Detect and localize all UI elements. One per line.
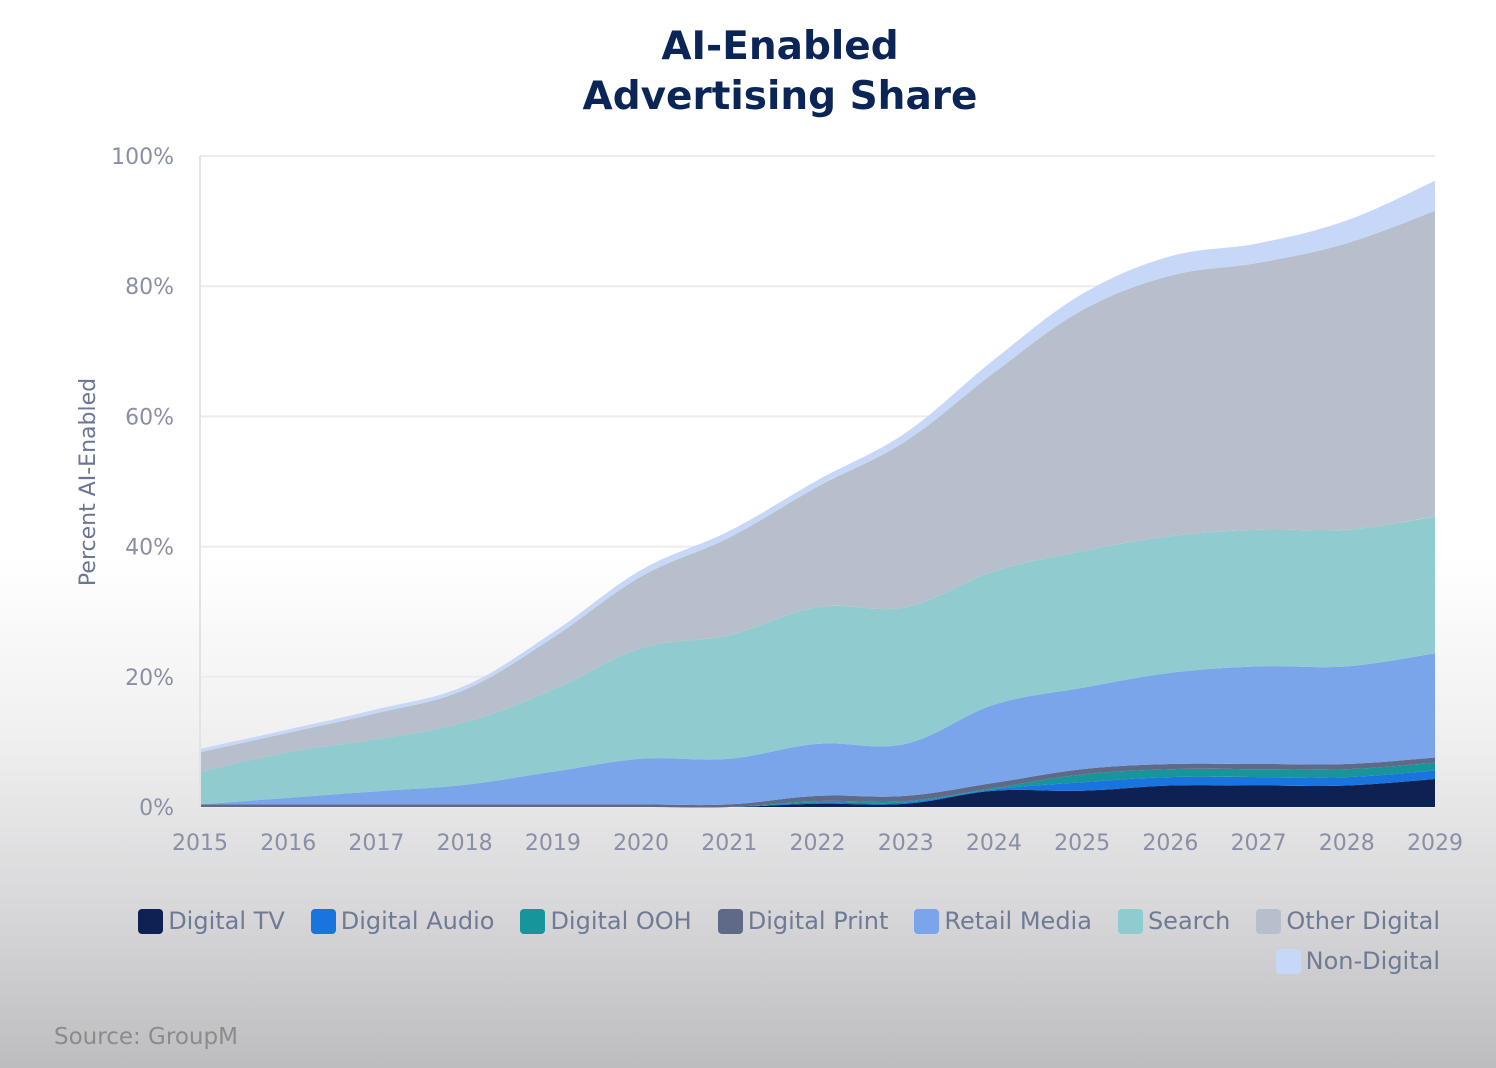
- legend-label: Non-Digital: [1305, 947, 1440, 975]
- y-axis-label: Percent AI-Enabled: [76, 378, 101, 586]
- x-tick-label: 2022: [790, 831, 846, 856]
- legend-label: Retail Media: [944, 907, 1092, 935]
- x-tick-label: 2019: [525, 831, 581, 856]
- x-tick-label: 2026: [1142, 831, 1198, 856]
- x-tick-label: 2028: [1319, 831, 1375, 856]
- y-tick-label: 100%: [111, 145, 174, 170]
- area-digital-audio: [200, 770, 1435, 808]
- legend-label: Other Digital: [1286, 907, 1440, 935]
- legend-label: Digital OOH: [550, 907, 692, 935]
- legend-swatch: [1256, 908, 1282, 934]
- x-tick-label: 2018: [437, 831, 493, 856]
- x-tick-label: 2017: [348, 831, 404, 856]
- stacked-areas: [200, 180, 1435, 808]
- x-tick-label: 2024: [966, 831, 1022, 856]
- legend-label: Search: [1147, 907, 1231, 935]
- x-tick-label: 2025: [1054, 831, 1110, 856]
- legend-swatch: [914, 908, 940, 934]
- legend: Digital TV Digital Audio Digital OOH Digita…: [60, 906, 1440, 976]
- source-note: Source: GroupM: [54, 1024, 238, 1050]
- legend-swatch: [1117, 908, 1143, 934]
- legend-swatch: [1275, 948, 1301, 974]
- chart-title: AI-Enabled Advertising Share: [480, 22, 1080, 122]
- chart-title-line-1: AI-Enabled: [661, 24, 899, 69]
- legend-swatch: [138, 908, 164, 934]
- area-digital-ooh: [200, 762, 1435, 808]
- x-tick-label: 2027: [1231, 831, 1287, 856]
- legend-label: Digital Audio: [340, 907, 495, 935]
- legend-label: Digital TV: [168, 907, 285, 935]
- area-retail-media: [200, 653, 1435, 806]
- legend-item-digital-audio: Digital Audio: [310, 906, 495, 936]
- y-tick-label: 40%: [125, 536, 174, 561]
- area-non-digital: [200, 180, 1435, 753]
- chart-title-line-2: Advertising Share: [582, 74, 978, 119]
- legend-swatch: [520, 908, 546, 934]
- area-digital-print: [200, 757, 1435, 808]
- legend-item-digital-print: Digital Print: [717, 906, 889, 936]
- x-tick-label: 2015: [172, 831, 228, 856]
- x-tick-label: 2029: [1407, 831, 1463, 856]
- y-tick-label: 80%: [125, 275, 174, 300]
- legend-swatch: [310, 908, 336, 934]
- y-tick-label: 20%: [125, 666, 174, 691]
- y-tick-label: 60%: [125, 405, 174, 430]
- legend-item-non-digital: Non-Digital: [1275, 946, 1440, 976]
- legend-item-digital-tv: Digital TV: [138, 906, 285, 936]
- x-tick-label: 2016: [260, 831, 316, 856]
- area-digital-tv: [200, 779, 1435, 808]
- legend-item-retail-media: Retail Media: [914, 906, 1092, 936]
- legend-swatch: [717, 908, 743, 934]
- axes: 0% 20% 40% 60% 80% 100% 2015 2016 2017 2018 2019 20…: [111, 145, 1463, 856]
- x-tick-label: 2023: [878, 831, 934, 856]
- legend-item-other-digital: Other Digital: [1256, 906, 1440, 936]
- area-other-digital: [200, 210, 1435, 772]
- area-search: [200, 516, 1435, 805]
- legend-label: Digital Print: [747, 907, 889, 935]
- x-tick-label: 2020: [613, 831, 669, 856]
- legend-item-search: Search: [1117, 906, 1231, 936]
- x-tick-label: 2021: [701, 831, 757, 856]
- legend-item-digital-ooh: Digital OOH: [520, 906, 692, 936]
- y-tick-label: 0%: [139, 796, 174, 821]
